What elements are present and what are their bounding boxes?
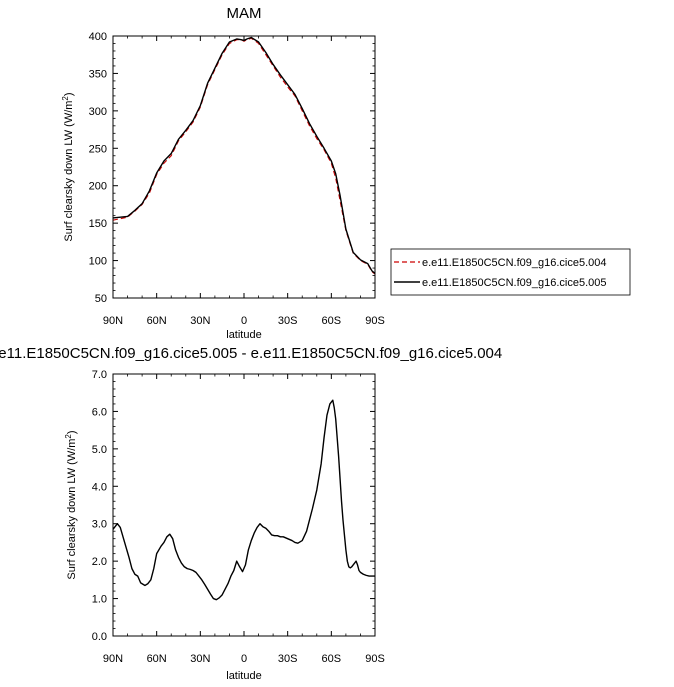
bottom-xtick-label: 0 <box>241 653 247 665</box>
top-series-line-0 <box>112 37 376 275</box>
bottom-ytick-label: 0.0 <box>92 631 107 643</box>
bottom-panel: e.e11.E1850C5CN.f09_g16.cice5.005 - e.e1… <box>0 345 502 682</box>
top-xtick-label: 0 <box>241 315 247 327</box>
top-ytick-label: 350 <box>89 68 107 80</box>
top-plot-area <box>112 36 376 275</box>
top-ytick-label: 250 <box>89 143 107 155</box>
bottom-x-axis: 90N 60N 30N 0 30S 60S 90S <box>103 374 385 665</box>
bottom-ytick-label: 6.0 <box>92 406 107 418</box>
bottom-series-line-0 <box>112 399 375 601</box>
bottom-xtick-label: 90N <box>103 653 123 665</box>
bottom-xtick-label: 60S <box>322 653 342 665</box>
bottom-plot-frame <box>112 373 376 637</box>
bottom-ytick-label: 1.0 <box>92 594 107 606</box>
bottom-ytick-label: 5.0 <box>92 444 107 456</box>
top-ytick-label: 200 <box>89 181 107 193</box>
top-xtick-label: 30N <box>190 315 210 327</box>
top-ytick-label: 50 <box>95 293 107 305</box>
bottom-ytick-label: 7.0 <box>92 369 107 381</box>
bottom-xtick-label: 30N <box>190 653 210 665</box>
top-series-line-1 <box>112 36 376 274</box>
top-xtick-label: 60S <box>322 315 342 327</box>
top-y-axis: 50 100 150 200 250 300 350 400 <box>89 31 375 305</box>
bottom-ytick-label: 3.0 <box>92 519 107 531</box>
top-x-axis: 90N 60N 30N 0 30S 60S 90S <box>103 36 385 327</box>
bottom-ytick-label: 2.0 <box>92 556 107 568</box>
top-panel: MAM 50 100 150 200 250 300 350 400 90N 60N 30N 0 30… <box>61 5 385 341</box>
top-ytick-label: 300 <box>89 106 107 118</box>
top-ytick-label: 100 <box>89 256 107 268</box>
legend: e.e11.E1850C5CN.f09_g16.cice5.004 e.e11.… <box>390 248 631 296</box>
top-ytick-label: 400 <box>89 31 107 43</box>
top-xtick-label: 60N <box>147 315 167 327</box>
top-y-axis-label: Surf clearsky down LW (W/m2) <box>61 92 75 241</box>
top-x-axis-label: latitude <box>226 329 261 341</box>
bottom-xtick-label: 30S <box>278 653 298 665</box>
bottom-xtick-label: 90S <box>365 653 385 665</box>
bottom-ytick-label: 4.0 <box>92 481 107 493</box>
legend-box <box>390 248 631 296</box>
top-xtick-label: 90N <box>103 315 123 327</box>
bottom-chart-title: e.e11.E1850C5CN.f09_g16.cice5.005 - e.e1… <box>0 345 502 362</box>
bottom-plot-area <box>112 399 375 601</box>
top-xtick-label: 30S <box>278 315 298 327</box>
legend-label-005: e.e11.E1850C5CN.f09_g16.cice5.005 <box>422 277 607 289</box>
bottom-xtick-label: 60N <box>147 653 167 665</box>
bottom-x-axis-label: latitude <box>226 670 261 682</box>
legend-label-004: e.e11.E1850C5CN.f09_g16.cice5.004 <box>422 257 607 269</box>
top-ytick-label: 150 <box>89 218 107 230</box>
top-chart-title: MAM <box>227 5 262 22</box>
top-plot-frame <box>112 35 376 299</box>
bottom-y-axis-label: Surf clearsky down LW (W/m2) <box>64 430 78 579</box>
top-xtick-label: 90S <box>365 315 385 327</box>
bottom-y-axis: 0.0 1.0 2.0 3.0 4.0 5.0 6.0 7.0 <box>92 369 375 643</box>
